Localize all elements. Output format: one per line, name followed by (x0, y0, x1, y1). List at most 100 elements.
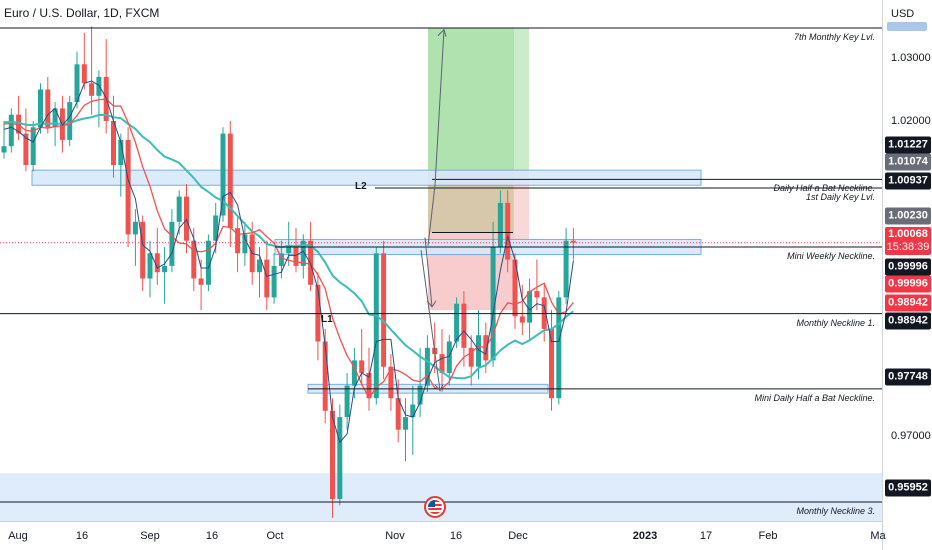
candle-body (89, 83, 95, 96)
us-flag-icon[interactable] (424, 496, 446, 518)
candle-body (359, 360, 365, 373)
price-label-value: 1.00068 (888, 228, 928, 240)
price-label[interactable]: 0.98942 (885, 294, 931, 312)
candle-body (381, 253, 387, 367)
candle-body (264, 259, 270, 298)
candle-body (527, 291, 533, 323)
time-label: Ma (870, 530, 886, 542)
candle-body (220, 133, 226, 216)
candle-body (45, 89, 51, 128)
candle-body (205, 240, 211, 285)
candle-body (410, 404, 416, 418)
candle-body (184, 196, 189, 241)
time-label: Oct (266, 530, 284, 542)
currency-label[interactable]: USD (891, 8, 915, 20)
price-label[interactable]: 0.98942 (885, 312, 931, 330)
price-label-value: 0.95952 (888, 481, 928, 494)
price-tick: 1.02000 (891, 115, 931, 127)
price-label[interactable]: 1.00230 (885, 207, 931, 225)
candle-body (308, 240, 314, 285)
level-line-label[interactable]: Mini Weekly Neckline. (787, 251, 875, 261)
time-label: Feb (758, 530, 778, 542)
projection-path-down (420, 250, 441, 391)
profit-zone (428, 28, 514, 170)
candle-body (132, 221, 138, 235)
level-line-label[interactable]: 7th Monthly Key Lvl. (793, 32, 875, 42)
candle-body (476, 335, 481, 367)
time-label: Dec (508, 530, 528, 542)
candle-body (563, 240, 569, 298)
candle-body (235, 228, 241, 254)
candle-body (366, 373, 372, 399)
candle-body (351, 360, 357, 386)
candle-body (388, 366, 394, 399)
candle-body (403, 417, 408, 430)
candle-body (271, 265, 277, 298)
candle-body (556, 297, 562, 399)
candle-body (162, 265, 168, 273)
time-label: 17 (699, 530, 713, 542)
candle-body (505, 202, 511, 260)
level-line-label[interactable]: Mini Daily Half a Bat Neckline. (754, 392, 875, 403)
price-label[interactable]: 1.00937 (885, 172, 931, 190)
candle-body (213, 215, 219, 241)
price-label-value: 0.99996 (888, 277, 928, 290)
candle-body (81, 64, 87, 84)
price-label[interactable]: 0.97748 (885, 368, 931, 386)
level-line-label[interactable]: Monthly Neckline 1. (796, 317, 875, 328)
ma-short-line (3, 80, 574, 444)
price-tick: 1.03000 (891, 52, 931, 64)
price-label[interactable]: 1.00068 15:38:39 (885, 227, 931, 255)
candle-body (8, 114, 14, 147)
price-label[interactable]: 0.99996 (885, 258, 931, 276)
price-label[interactable]: 0.99996 (885, 275, 931, 293)
currency-badge (887, 22, 927, 31)
time-label: Nov (385, 530, 405, 542)
candle-body (461, 303, 467, 348)
daily-neckline-zone (31, 169, 702, 186)
price-label[interactable]: 0.95952 (885, 479, 931, 497)
symbol-title[interactable]: Euro / U.S. Dollar, 1D, FXCM (4, 6, 160, 20)
countdown-timer: 15:38:39 (886, 241, 930, 253)
candle-body (286, 247, 292, 254)
candle-body (549, 328, 554, 399)
price-label-value: 0.98942 (888, 314, 928, 327)
price-chart[interactable] (0, 0, 882, 521)
candle-body (140, 221, 146, 279)
projection-path-up (427, 29, 445, 246)
price-label-value: 1.00937 (888, 174, 928, 187)
candle-body (169, 221, 175, 266)
level-line-label[interactable]: Monthly Neckline 3. (796, 506, 875, 517)
candle-body (176, 196, 182, 222)
time-label: 16 (75, 530, 89, 542)
chart-area[interactable]: Euro / U.S. Dollar, 1D, FXCM 7th Monthly… (0, 0, 882, 521)
level-line-label[interactable]: Daily Half a Bat Neckline. (773, 183, 875, 194)
time-label: Sep (140, 530, 160, 542)
price-label[interactable]: 1.01074 (885, 153, 931, 171)
candle-body (497, 202, 503, 247)
price-label-value: 0.98942 (888, 296, 928, 309)
price-label[interactable]: 1.01227 (885, 136, 931, 154)
candle-body (373, 253, 379, 399)
price-label-value: 0.99996 (888, 260, 928, 273)
candle-body (293, 247, 299, 266)
candle-body (454, 303, 460, 342)
candle-body (30, 127, 36, 166)
candle-body (96, 76, 102, 96)
price-label-value: 1.01074 (888, 155, 928, 168)
candle-body (67, 102, 73, 140)
time-axis[interactable]: Aug 16 Sep 16 Oct Nov 16 Dec 2023 17 Feb Ma (0, 521, 886, 550)
candle-body (74, 64, 80, 103)
candle-body (446, 341, 452, 373)
arrowhead-mid (426, 300, 437, 308)
arrowhead-up (437, 28, 447, 37)
candle-body (257, 259, 262, 273)
candle-body (300, 240, 306, 266)
price-tick: 0.97000 (891, 430, 931, 442)
level-line-label[interactable]: 1st Daily Key Lvl. (805, 191, 875, 202)
pivot-label: L2 (355, 181, 367, 192)
candle-body (468, 347, 474, 367)
candle-body (395, 398, 401, 430)
candle-body (315, 284, 321, 342)
